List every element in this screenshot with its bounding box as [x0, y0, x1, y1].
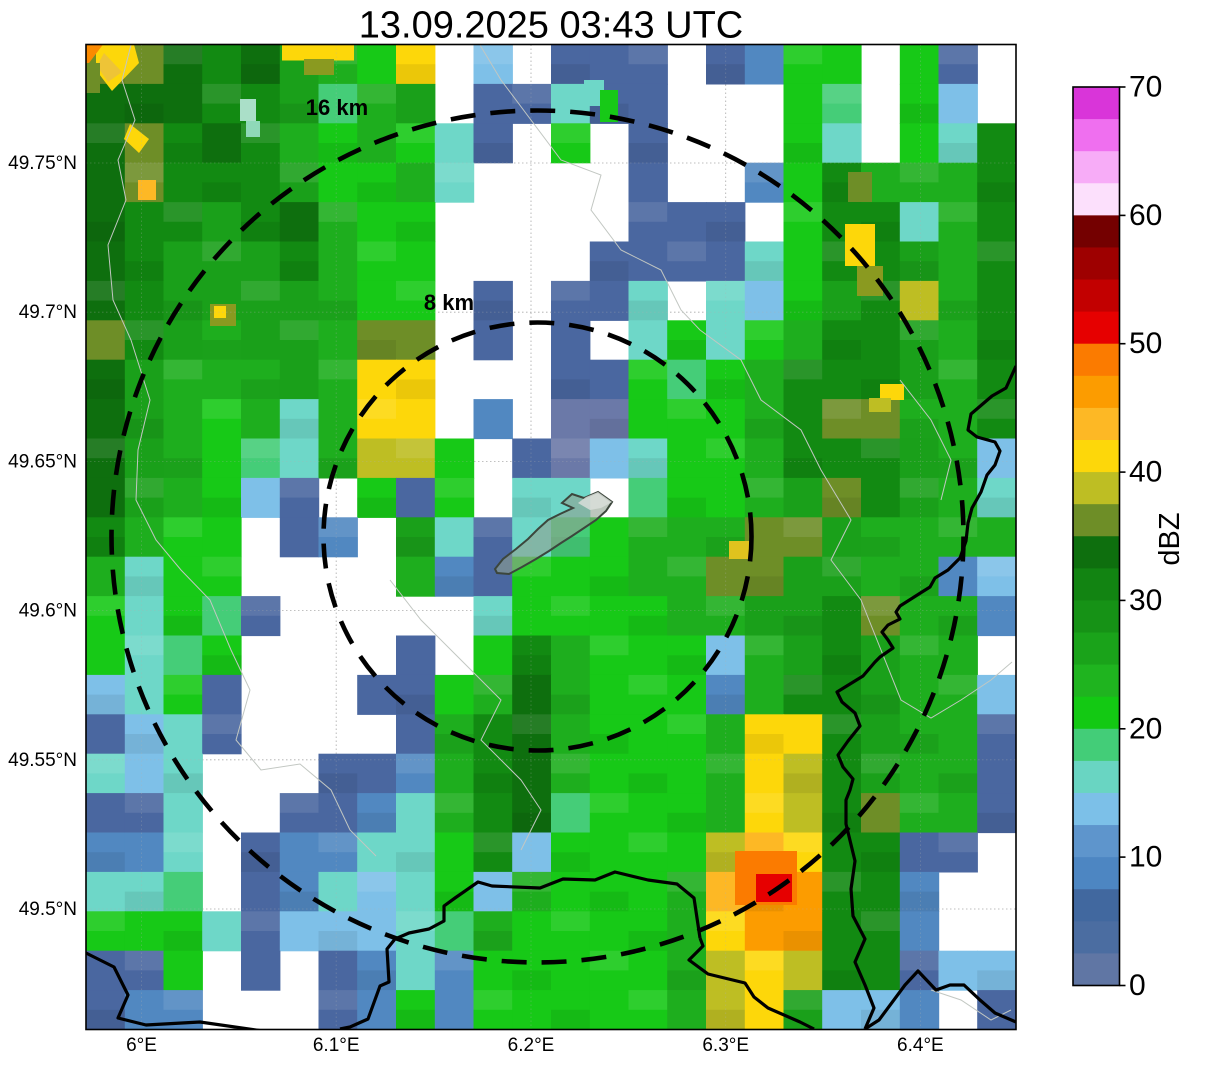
svg-text:13.09.2025 03:43 UTC: 13.09.2025 03:43 UTC — [359, 4, 744, 46]
svg-text:49.75°N: 49.75°N — [8, 153, 77, 174]
svg-text:49.7°N: 49.7°N — [19, 302, 77, 323]
svg-text:40: 40 — [1129, 456, 1162, 489]
svg-text:6.1°E: 6.1°E — [313, 1035, 360, 1056]
svg-text:49.65°N: 49.65°N — [8, 451, 77, 472]
svg-text:20: 20 — [1129, 712, 1162, 745]
svg-text:49.55°N: 49.55°N — [8, 750, 77, 771]
svg-text:70: 70 — [1129, 71, 1162, 104]
svg-text:8 km: 8 km — [424, 290, 474, 315]
svg-text:49.6°N: 49.6°N — [19, 601, 77, 622]
svg-text:6.4°E: 6.4°E — [897, 1035, 944, 1056]
svg-text:6.2°E: 6.2°E — [508, 1035, 555, 1056]
svg-text:10: 10 — [1129, 841, 1162, 874]
svg-text:49.5°N: 49.5°N — [19, 899, 77, 920]
svg-text:dBZ: dBZ — [1154, 512, 1186, 565]
svg-text:0: 0 — [1129, 969, 1146, 1002]
svg-text:16 km: 16 km — [306, 95, 368, 120]
svg-text:6.3°E: 6.3°E — [702, 1035, 749, 1056]
svg-text:60: 60 — [1129, 199, 1162, 232]
svg-text:30: 30 — [1129, 584, 1162, 617]
svg-text:6°E: 6°E — [126, 1035, 157, 1056]
svg-text:50: 50 — [1129, 327, 1162, 360]
